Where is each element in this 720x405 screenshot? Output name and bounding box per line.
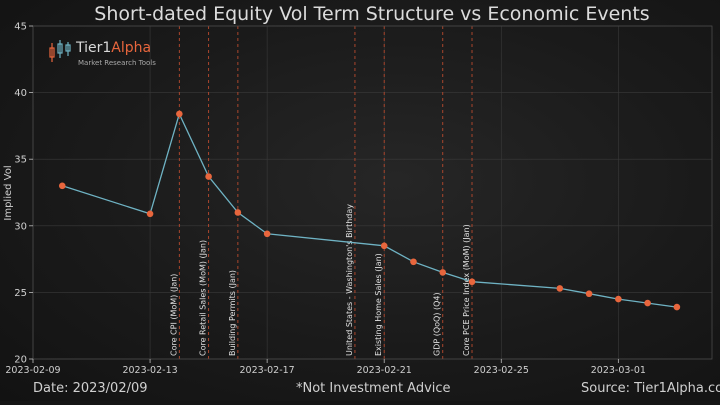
logo-tagline: Market Research Tools (78, 59, 156, 67)
data-point (615, 295, 622, 303)
data-point (58, 182, 66, 190)
y-tick-label: 30 (14, 221, 27, 232)
data-point (176, 110, 183, 118)
svg-text:Tier1Alpha: Tier1Alpha (75, 40, 151, 56)
event-label: Building Permits (Jan) (228, 270, 237, 356)
series-layer (58, 110, 681, 311)
event-label: Core Retail Sales (MoM) (Jan) (199, 240, 208, 356)
series-line (62, 112, 677, 308)
data-point (146, 210, 154, 218)
x-tick-label: 2023-03-01 (591, 365, 646, 376)
data-point (556, 285, 564, 292)
y-tick-label: 20 (14, 355, 27, 366)
y-tick-label: 35 (14, 155, 27, 166)
event-label: Existing Home Sales (Jan) (374, 253, 383, 356)
plot-frame (32, 25, 713, 360)
y-tick-label: 40 (14, 88, 27, 99)
y-tick-label: 45 (14, 22, 27, 33)
logo-brand-accent: Alpha (111, 40, 151, 56)
data-point (380, 242, 388, 250)
event-label: GDP (QoQ) (Q4) (433, 292, 442, 356)
data-point (468, 278, 476, 286)
data-point (234, 209, 242, 216)
x-tick-label: 2023-02-25 (474, 365, 529, 376)
y-tick-label: 25 (14, 288, 27, 299)
event-label: Core CPI (MoM) (Jan) (169, 274, 178, 356)
event-lines: Core CPI (MoM) (Jan) Core Retail Sales (M… (169, 26, 473, 359)
axes: 20 25 30 35 40 45 2023-02-09 2023-02-13 2023-02-… (5, 22, 713, 376)
footer-date: Date: 2023/02/09 (33, 381, 148, 396)
data-point (644, 299, 651, 307)
data-point (585, 290, 593, 298)
data-point (673, 303, 681, 311)
x-tick-label: 2023-02-17 (240, 365, 295, 376)
grid (32, 25, 712, 360)
x-tick-label: 2023-02-21 (357, 365, 412, 376)
chart-title: Short-dated Equity Vol Term Structure vs… (94, 3, 649, 25)
data-point (410, 258, 417, 266)
footer-source: Source: Tier1Alpha.com (581, 381, 720, 396)
footer-disclaimer: *Not Investment Advice (296, 381, 451, 396)
y-axis-label: Implied Vol (3, 165, 14, 220)
data-point (439, 269, 447, 276)
x-tick-label: 2023-02-13 (122, 365, 177, 376)
event-label: United States - Washington's Birthday (345, 204, 354, 356)
data-point (263, 230, 271, 238)
data-point (205, 173, 212, 180)
logo-brand: Tier1 (75, 40, 111, 56)
x-tick-label: 2023-02-09 (5, 365, 60, 376)
candlestick-logo-icon: Tier1Alpha Market Research Tools (49, 40, 156, 67)
logo: Tier1Alpha Market Research Tools (48, 38, 178, 72)
event-label: Core PCE Price Index (MoM) (Jan) (462, 224, 471, 356)
